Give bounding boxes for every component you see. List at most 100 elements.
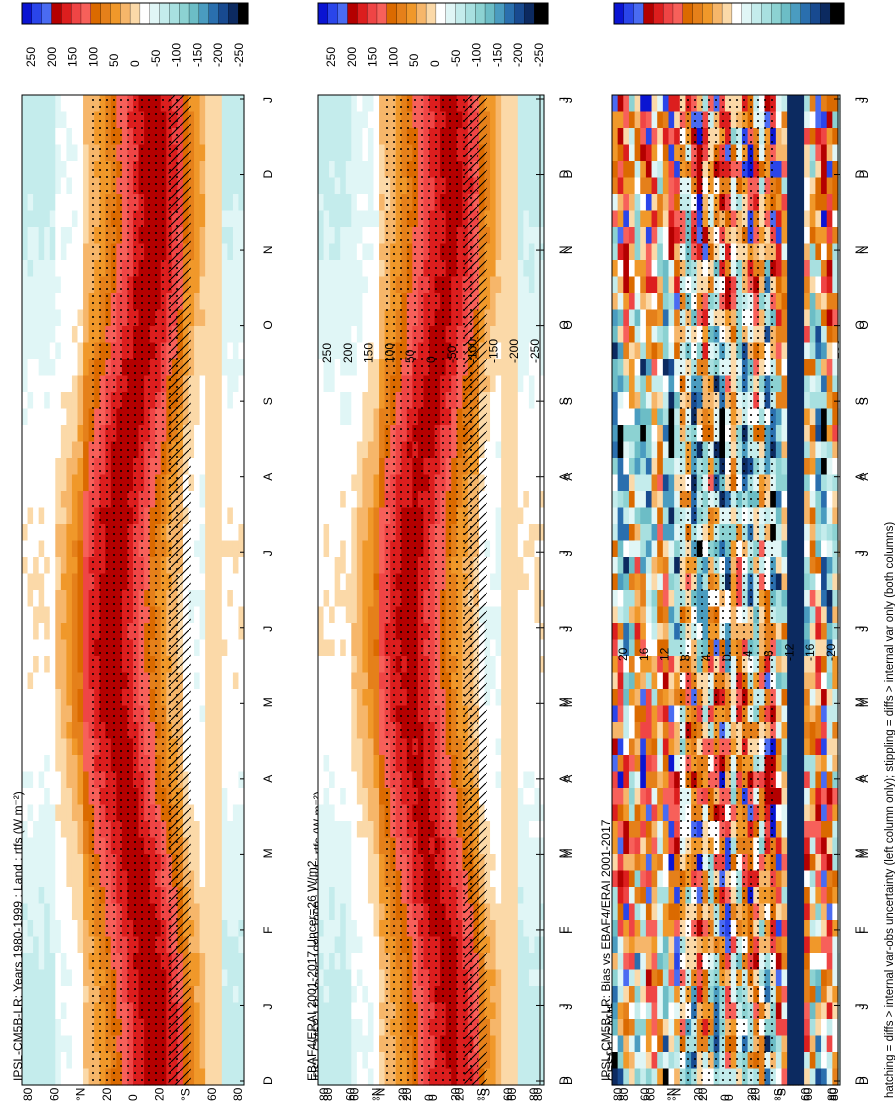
- panel-title: EBAF4/ERAI 2001-2017 Uncer=26 W/m2: [305, 860, 319, 1081]
- colorbar-swatch: [188, 2, 200, 25]
- colorbar-swatch: [633, 2, 645, 25]
- colorbar-swatch: [70, 2, 82, 25]
- colorbar-label: -100: [470, 43, 484, 67]
- colorbar-swatch: [494, 2, 506, 25]
- colorbar-swatch: [366, 2, 378, 25]
- plot-frame: [317, 94, 541, 1086]
- colorbar-swatch: [682, 2, 694, 25]
- colorbar-swatch: [761, 2, 772, 25]
- panel-bottom-left: 80 60 °N 20 0 20 °S 60 80DJFMAMJJASONDJIPSL-CM5B…: [599, 2, 867, 1101]
- colorbar-label: -250: [528, 339, 542, 363]
- colorbar-label: -20: [824, 643, 838, 661]
- colorbar-label: 100: [386, 47, 400, 67]
- lat-tick-label: 80: [617, 1087, 631, 1101]
- colorbar-label: 0: [428, 60, 442, 67]
- lat-tick-label: 20: [452, 1087, 466, 1101]
- colorbar-swatch: [149, 2, 161, 25]
- stippling-overlay: [88, 95, 182, 1085]
- colorbar-swatch: [110, 2, 121, 25]
- plot-frame: [21, 94, 245, 1086]
- colorbar-swatch: [445, 2, 457, 25]
- lat-tick-label: 0: [718, 1094, 732, 1101]
- month-tick-label: J: [857, 97, 871, 103]
- month-tick-label: N: [857, 245, 871, 254]
- lat-tick-label: °S: [775, 1088, 789, 1101]
- colorbar-swatch: [623, 2, 635, 25]
- month-tick-label: O: [261, 320, 275, 329]
- month-tick-label: J: [853, 97, 867, 103]
- colorbar-label: 50: [407, 53, 421, 67]
- lat-tick-label: 60: [501, 1087, 515, 1101]
- month-tick-label: N: [853, 245, 867, 254]
- colorbar-label: 50: [403, 349, 417, 363]
- month-tick-label: M: [557, 697, 571, 707]
- month-tick-label: D: [561, 1076, 575, 1085]
- month-tick-label: O: [557, 320, 571, 329]
- lat-tick-label: °N: [665, 1088, 679, 1101]
- colorbar-label: -16: [803, 643, 817, 661]
- month-tick-label: J: [261, 1004, 275, 1010]
- lat-tick-labels: 80 60 °N 20 0 20 °S 60 80: [321, 1087, 545, 1101]
- lat-tick-label: 60: [343, 1087, 357, 1101]
- month-tick-label: J: [853, 626, 867, 632]
- colorbar-swatch: [425, 2, 437, 25]
- colorbar-label: 20: [616, 647, 630, 661]
- panel-middle-left: 80 60 °N 20 0 20 °S 60 80DJFMAMJJASONDJEBAF4/ERA…: [305, 2, 571, 1101]
- month-tick-label: S: [261, 397, 275, 405]
- month-tick-label: D: [557, 170, 571, 179]
- colorbar-label: -100: [466, 339, 480, 363]
- colorbar-label: -250: [232, 43, 246, 67]
- lat-tick-label: 80: [21, 1087, 35, 1101]
- hatching-overlay: [464, 95, 487, 1085]
- month-tick-label: J: [261, 626, 275, 632]
- colorbar-swatch: [741, 2, 753, 25]
- lat-tick-label: 20: [400, 1087, 414, 1101]
- colorbar-label: -150: [190, 43, 204, 67]
- month-tick-label: J: [853, 550, 867, 556]
- colorbar-swatch: [672, 2, 684, 25]
- figure-footnote: hatching = diffs > internal var-obs unce…: [884, 522, 895, 1098]
- plot-frame: [611, 94, 839, 1086]
- colorbar-label: 0: [720, 654, 734, 661]
- month-tick-label: M: [853, 697, 867, 707]
- colorbar-label: -200: [511, 43, 525, 67]
- lat-tick-label: 20: [152, 1087, 166, 1101]
- lat-tick-label: 0: [426, 1094, 440, 1101]
- colorbar-label: -50: [445, 345, 459, 363]
- colorbar-swatch: [692, 2, 703, 25]
- colorbar-label: -200: [211, 43, 225, 67]
- lat-tick-label: 20: [748, 1087, 762, 1101]
- month-tick-label: F: [261, 927, 275, 934]
- lat-tick-label: 80: [317, 1087, 331, 1101]
- month-tick-label: M: [561, 848, 575, 858]
- month-tick-label: S: [557, 397, 571, 405]
- colorbar-label: 200: [45, 47, 59, 67]
- colorbar-swatch: [129, 2, 141, 25]
- lat-tick-label: °N: [370, 1088, 384, 1101]
- colorbar-swatch: [465, 2, 476, 25]
- colorbar-label: -12: [782, 643, 796, 661]
- colorbar-swatch: [120, 2, 131, 25]
- lat-tick-label: 80: [827, 1087, 841, 1101]
- colorbar-swatch: [218, 2, 229, 25]
- colorbar-swatch: [810, 2, 821, 25]
- lat-tick-label: 0: [126, 1094, 140, 1101]
- colorbar-swatch: [721, 2, 733, 25]
- colorbar-label: 4: [699, 654, 713, 661]
- colorbar-swatch: [51, 2, 62, 25]
- month-tick-label: M: [857, 697, 871, 707]
- colorbar: 250 200 150 100 50 0 -50 -100 -150 -200 -250: [21, 2, 249, 67]
- panel-title: IPSL-CM5B-LR: Bias vs EBAF4/ERAI 2001-20…: [599, 819, 613, 1081]
- month-tick-label: F: [857, 927, 871, 934]
- month-tick-label: J: [561, 1004, 575, 1010]
- lat-tick-label: 60: [505, 1087, 519, 1101]
- lat-tick-label: 20: [696, 1087, 710, 1101]
- panel-title: IPSL-CM5B-LR: Years 1980-1999 : Land : r…: [11, 791, 25, 1081]
- colorbar-swatch: [790, 2, 802, 25]
- month-tick-label: D: [853, 1076, 867, 1085]
- colorbar-swatch: [830, 2, 841, 25]
- month-tick-label: D: [261, 170, 275, 179]
